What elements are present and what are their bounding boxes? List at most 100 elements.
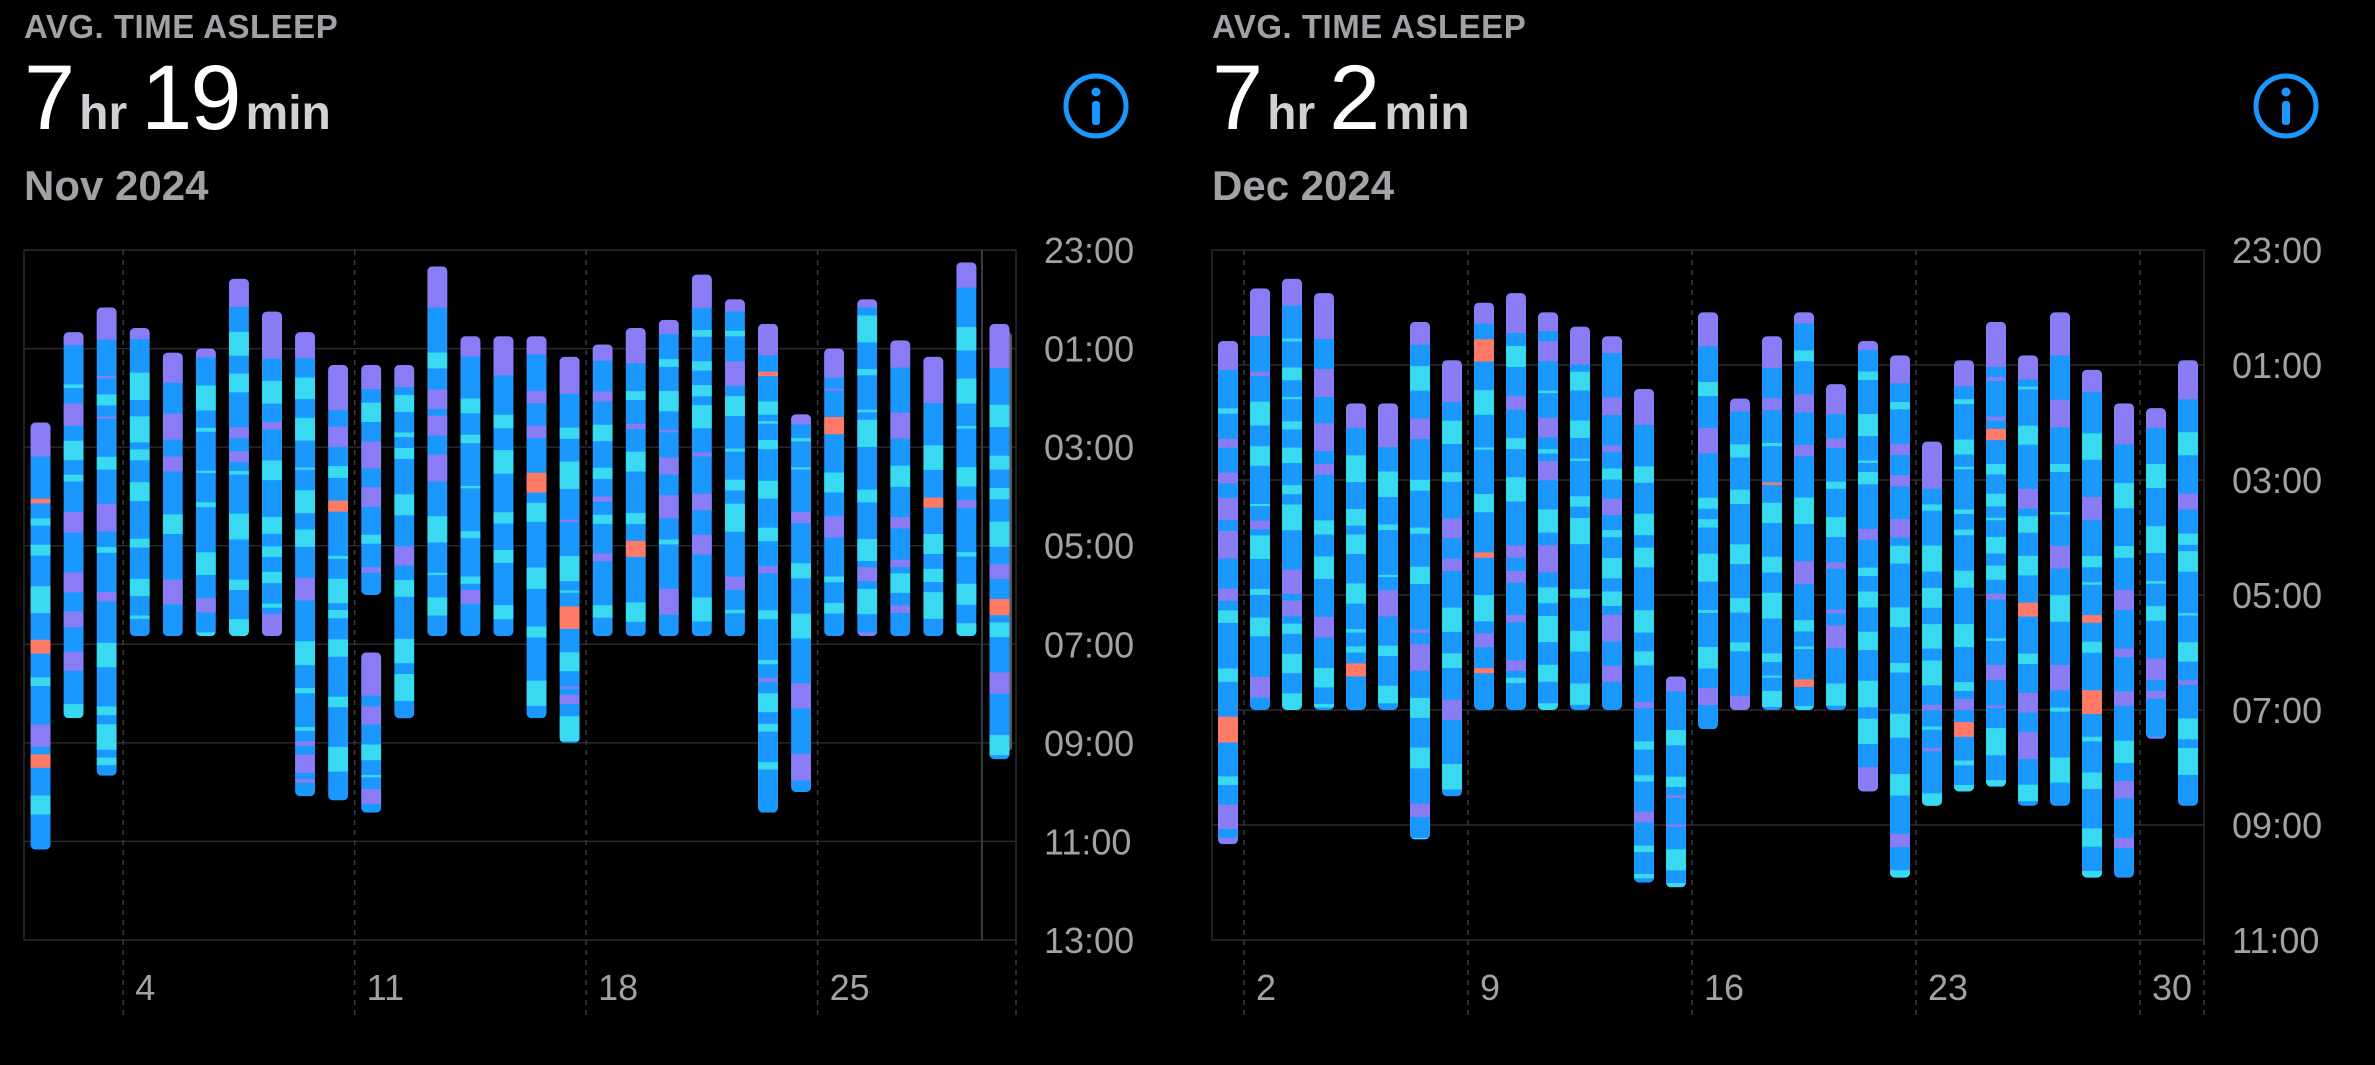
deep-segment xyxy=(195,470,216,473)
sleep-bar xyxy=(63,332,84,719)
deep-segment xyxy=(328,696,349,708)
rem-segment xyxy=(989,672,1010,694)
deep-segment xyxy=(328,555,349,559)
deep-segment xyxy=(30,677,51,687)
deep-segment xyxy=(2082,772,2102,789)
core-segment xyxy=(658,319,679,637)
y-tick-label: 07:00 xyxy=(1044,624,1134,665)
rem-segment xyxy=(625,423,646,430)
y-tick-label: 11:00 xyxy=(1044,821,1131,862)
awake-segment xyxy=(1346,663,1366,677)
deep-segment xyxy=(1634,513,1654,536)
rem-segment xyxy=(195,348,216,358)
deep-segment xyxy=(129,482,150,501)
deep-segment xyxy=(1378,685,1398,704)
deep-segment xyxy=(1538,449,1558,454)
deep-segment xyxy=(2146,606,2166,621)
rem-segment xyxy=(1442,518,1462,539)
deep-segment xyxy=(1218,668,1238,682)
rem-segment xyxy=(1986,376,2006,381)
deep-segment xyxy=(1474,595,1494,622)
info-icon[interactable] xyxy=(1062,72,1130,140)
rem-segment xyxy=(1890,355,1910,384)
deep-segment xyxy=(1538,509,1558,533)
core-segment xyxy=(592,344,613,637)
x-tick-label: 25 xyxy=(830,967,870,1008)
hours-value: 7 xyxy=(1212,47,1263,149)
rem-segment xyxy=(1986,593,2006,600)
deep-segment xyxy=(2178,642,2198,662)
rem-segment xyxy=(2082,496,2102,520)
deep-segment xyxy=(1986,463,2006,475)
rem-segment xyxy=(1506,293,1526,334)
y-tick-label: 01:00 xyxy=(2232,345,2322,386)
deep-segment xyxy=(691,597,712,622)
deep-segment xyxy=(1442,763,1462,790)
deep-segment xyxy=(1250,588,1270,595)
rem-segment xyxy=(559,519,580,523)
core-segment xyxy=(1922,441,1942,806)
rem-segment xyxy=(1282,569,1302,594)
core-segment xyxy=(2146,408,2166,739)
rem-segment xyxy=(2050,545,2070,569)
deep-segment xyxy=(30,795,51,815)
deep-segment xyxy=(1570,630,1590,652)
rem-segment xyxy=(63,651,84,671)
deep-segment xyxy=(1634,466,1654,483)
deep-segment xyxy=(2018,555,2038,576)
sleep-bar xyxy=(1730,398,1750,710)
rem-segment xyxy=(791,414,812,425)
deep-segment xyxy=(1922,793,1942,806)
deep-segment xyxy=(2050,464,2070,472)
deep-segment xyxy=(559,652,580,672)
deep-segment xyxy=(1282,397,1302,400)
hours-unit: hr xyxy=(79,87,128,140)
rem-segment xyxy=(1826,438,1846,449)
deep-segment xyxy=(1602,558,1622,579)
deep-segment xyxy=(658,390,679,412)
deep-segment xyxy=(1506,438,1526,450)
rem-segment xyxy=(1250,371,1270,377)
deep-segment xyxy=(493,605,514,620)
deep-segment xyxy=(791,467,812,470)
deep-segment xyxy=(923,592,944,619)
rem-segment xyxy=(1666,795,1686,798)
deep-segment xyxy=(2050,512,2070,515)
deep-segment xyxy=(1282,485,1302,495)
deep-segment xyxy=(1346,629,1366,633)
deep-segment xyxy=(1730,598,1750,613)
deep-segment xyxy=(2178,533,2198,545)
deep-segment xyxy=(1666,776,1686,788)
deep-segment xyxy=(1698,553,1718,582)
rem-segment xyxy=(1794,561,1814,585)
deep-segment xyxy=(195,502,216,508)
rem-segment xyxy=(1538,461,1558,481)
deep-segment xyxy=(1858,591,1878,608)
sleep-bar xyxy=(526,336,547,719)
deep-segment xyxy=(526,626,547,638)
deep-segment xyxy=(658,539,679,545)
sleep-bar xyxy=(1570,326,1590,710)
rem-segment xyxy=(923,356,944,404)
deep-segment xyxy=(989,734,1010,756)
sleep-bar xyxy=(1442,360,1462,797)
period-label: Dec 2024 xyxy=(1212,162,1395,209)
deep-segment xyxy=(956,552,977,557)
awake-segment xyxy=(1794,679,1814,687)
rem-segment xyxy=(1826,609,1846,614)
deep-segment xyxy=(427,572,448,576)
sleep-bar xyxy=(493,336,514,637)
deep-segment xyxy=(1730,544,1750,565)
rem-segment xyxy=(658,319,679,334)
rem-segment xyxy=(1762,336,1782,369)
rem-segment xyxy=(2146,658,2166,680)
sleep-bar xyxy=(625,328,646,637)
deep-segment xyxy=(195,385,216,411)
info-icon[interactable] xyxy=(2252,72,2320,140)
plot-frame xyxy=(23,249,1017,941)
rem-segment xyxy=(1634,388,1654,425)
deep-segment xyxy=(1250,535,1270,559)
deep-segment xyxy=(1890,870,1910,878)
deep-segment xyxy=(1762,675,1782,678)
deep-segment xyxy=(559,590,580,593)
